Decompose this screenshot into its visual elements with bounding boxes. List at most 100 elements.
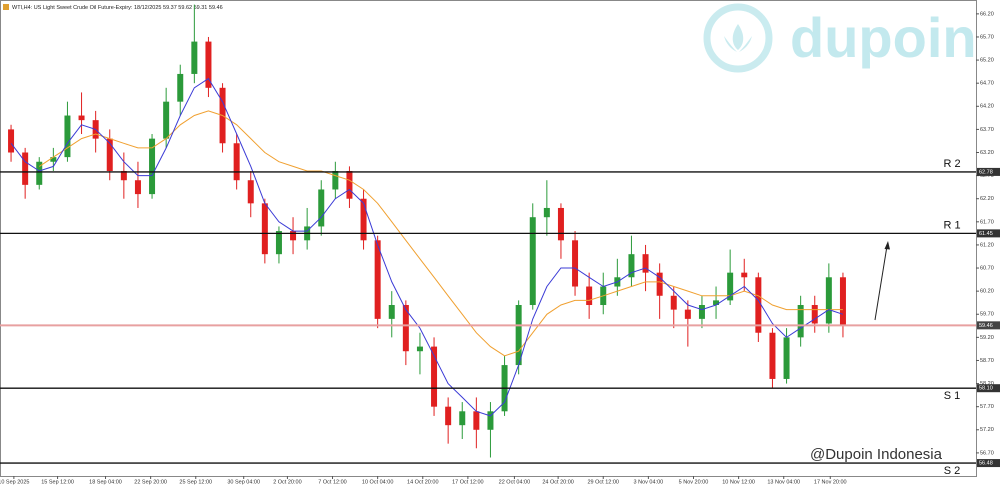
- level-name: S 2: [944, 465, 961, 477]
- level-price: 56.48: [979, 461, 993, 467]
- candle-body: [191, 41, 198, 74]
- watermark-logo: [703, 3, 773, 73]
- y-tick-label: 64.20: [980, 104, 994, 110]
- x-tick-label: 17 Nov 20:00: [814, 479, 847, 485]
- moving-average: [10, 77, 844, 417]
- candle-body: [487, 411, 494, 430]
- y-tick-label: 65.20: [980, 58, 994, 64]
- x-tick-label: 22 Oct 04:00: [499, 479, 531, 485]
- y-tick-label: 60.20: [980, 289, 994, 295]
- plot-frame: [0, 0, 977, 477]
- candle-body: [586, 286, 593, 306]
- candle-body: [346, 170, 353, 199]
- candle-body: [233, 143, 240, 181]
- x-tick-label: 10 Sep 2025: [0, 479, 29, 485]
- y-tick-label: 65.70: [980, 34, 994, 40]
- x-tick-label: 2 Oct 20:00: [273, 479, 301, 485]
- chart-title: WTI,H4: US Light Sweet Crude Oil Future-…: [12, 5, 223, 11]
- candle-body: [50, 157, 57, 162]
- arrow-head: [884, 241, 890, 250]
- x-tick-label: 29 Oct 12:00: [588, 479, 620, 485]
- y-tick-label: 60.70: [980, 265, 994, 271]
- candle-body: [8, 129, 15, 153]
- x-tick-label: 22 Sep 20:00: [134, 479, 167, 485]
- level-price: 58.10: [979, 386, 993, 392]
- candle-body: [839, 277, 846, 326]
- candle-body: [64, 115, 71, 158]
- y-tick-label: 62.70: [980, 173, 994, 179]
- watermark-text: dupoin: [790, 6, 977, 69]
- candle-body: [656, 272, 663, 296]
- candle-body: [374, 240, 381, 319]
- candle-body: [360, 198, 367, 241]
- candle-body: [247, 180, 254, 204]
- x-tick-label: 13 Nov 04:00: [767, 479, 800, 485]
- candle-body: [205, 41, 212, 88]
- candle-body: [572, 240, 579, 287]
- y-tick-label: 63.20: [980, 150, 994, 156]
- y-tick-label: 61.20: [980, 242, 994, 248]
- y-tick-label: 56.70: [980, 450, 994, 456]
- candle-body: [416, 346, 423, 352]
- last-price-label: 59.46: [979, 323, 993, 329]
- candle-body: [797, 305, 804, 338]
- x-tick-label: 15 Sep 12:00: [41, 479, 74, 485]
- x-tick-label: 14 Oct 20:00: [407, 479, 439, 485]
- y-tick-label: 63.70: [980, 127, 994, 133]
- candle-body: [783, 337, 790, 379]
- candle-body: [713, 300, 720, 306]
- candle-body: [149, 138, 156, 195]
- candle-body: [445, 406, 452, 426]
- arrow-shaft: [874, 245, 888, 321]
- x-tick-label: 30 Sep 04:00: [227, 479, 260, 485]
- level-price-box: [977, 167, 1000, 176]
- candle-body: [78, 115, 85, 121]
- y-tick-label: 58.20: [980, 381, 994, 387]
- candle-body: [332, 170, 339, 190]
- level-price: 61.45: [979, 231, 993, 237]
- x-tick-label: 5 Nov 20:00: [679, 479, 709, 485]
- level-name: S 1: [944, 390, 961, 402]
- candle-body: [543, 207, 550, 218]
- candle-body: [557, 207, 564, 241]
- candle-body: [670, 295, 677, 310]
- candle-body: [755, 277, 762, 333]
- candle-body: [769, 332, 776, 379]
- candle-body: [388, 305, 395, 319]
- logo-ring: [703, 3, 773, 73]
- level-name: R 2: [943, 158, 960, 170]
- candle-body: [275, 231, 282, 255]
- x-tick-label: 7 Oct 12:00: [318, 479, 346, 485]
- candle-body: [727, 272, 734, 301]
- level-price-box: [977, 384, 1000, 393]
- level-price-box: [977, 229, 1000, 238]
- last-price-box: [977, 321, 1000, 330]
- x-tick-label: 18 Sep 04:00: [89, 479, 122, 485]
- candle-body: [290, 231, 297, 241]
- candle-body: [431, 346, 438, 407]
- candle-body: [811, 305, 818, 324]
- level-price-box: [977, 459, 1000, 468]
- y-tick-label: 59.70: [980, 312, 994, 318]
- candle-body: [120, 170, 127, 181]
- x-tick-label: 10 Oct 04:00: [362, 479, 394, 485]
- candle-body: [106, 138, 113, 171]
- candle-body: [177, 73, 184, 102]
- trend-arrow: [874, 241, 890, 321]
- candle-body: [402, 305, 409, 352]
- candle-body: [22, 152, 29, 185]
- x-tick-label: 17 Oct 12:00: [452, 479, 484, 485]
- y-tick-label: 57.20: [980, 427, 994, 433]
- symbol-icon: [3, 4, 9, 10]
- candle-body: [36, 161, 43, 185]
- candle-body: [741, 272, 748, 278]
- candle-body: [515, 305, 522, 366]
- candle-body: [473, 411, 480, 430]
- candle-body: [684, 309, 691, 319]
- y-tick-label: 66.20: [980, 11, 994, 17]
- candle-body: [628, 254, 635, 278]
- candle-body: [825, 277, 832, 324]
- y-tick-label: 58.70: [980, 358, 994, 364]
